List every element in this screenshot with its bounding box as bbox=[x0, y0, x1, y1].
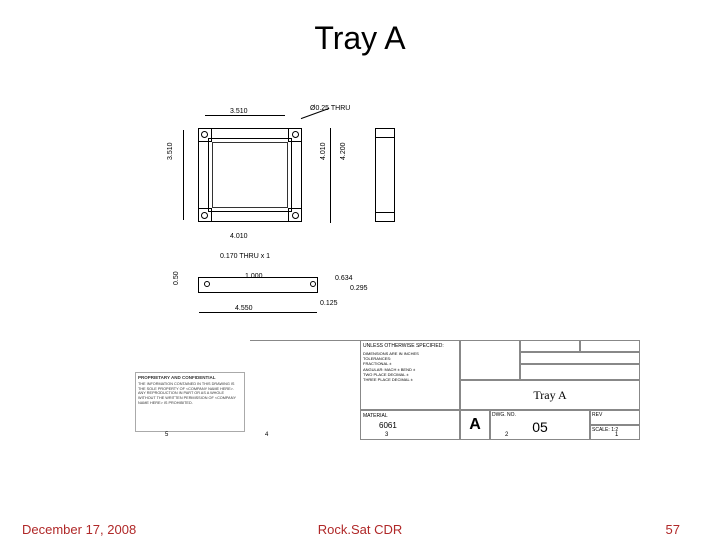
title-block: UNLESS OTHERWISE SPECIFIED: DIMENSIONS A… bbox=[360, 340, 640, 440]
engineering-drawing: 3.510 3.510 4.010 4.010 4.200 Ø0.25 THRU… bbox=[135, 105, 640, 440]
mounting-hole bbox=[292, 131, 299, 138]
rev-cell: REV bbox=[590, 410, 640, 425]
footer-title: Rock.Sat CDR bbox=[0, 522, 720, 537]
scale-marker: 1 bbox=[615, 432, 618, 438]
front-hole bbox=[310, 281, 316, 287]
material-value: 6061 bbox=[361, 421, 459, 430]
scale-marker: 2 bbox=[505, 432, 508, 438]
mounting-hole bbox=[292, 212, 299, 219]
size-letter: A bbox=[469, 416, 481, 434]
material-cell: MATERIAL 6061 bbox=[360, 410, 460, 440]
scale-marker: 5 bbox=[165, 432, 168, 438]
slide-title: Tray A bbox=[0, 20, 720, 57]
footer-page-number: 57 bbox=[666, 522, 680, 537]
checked-cell bbox=[520, 364, 640, 380]
dim-callout2: 1.000 bbox=[245, 273, 263, 280]
drawn-cell bbox=[520, 352, 640, 364]
dim-line bbox=[183, 130, 184, 220]
tolerances-text: DIMENSIONS ARE IN INCHES TOLERANCES: FRA… bbox=[363, 351, 457, 382]
dim-left: 0.50 bbox=[173, 271, 180, 285]
side-view bbox=[370, 120, 400, 230]
dim-inner-w: 4.010 bbox=[230, 233, 248, 240]
dim-callout1: 0.170 THRU x 1 bbox=[220, 253, 270, 260]
dim-length: 4.550 bbox=[235, 305, 253, 312]
proprietary-notes: PROPRIETARY AND CONFIDENTIAL THE INFORMA… bbox=[135, 372, 245, 432]
tray-pocket-outline bbox=[212, 142, 288, 208]
side-outline bbox=[375, 128, 395, 222]
tolerances-cell: UNLESS OTHERWISE SPECIFIED: DIMENSIONS A… bbox=[360, 340, 460, 410]
dim-r2: 0.295 bbox=[350, 285, 368, 292]
scale-marker: 4 bbox=[265, 432, 268, 438]
front-hole bbox=[204, 281, 210, 287]
dim-line bbox=[199, 312, 317, 313]
part-name: Tray A bbox=[533, 388, 566, 403]
mounting-hole bbox=[201, 131, 208, 138]
side-rail-bottom bbox=[375, 212, 395, 222]
dim-line bbox=[330, 128, 331, 223]
mounting-hole bbox=[201, 212, 208, 219]
front-view bbox=[190, 265, 330, 305]
dim-width: 3.510 bbox=[230, 108, 248, 115]
dim-overall: 4.200 bbox=[340, 142, 347, 160]
dim-line bbox=[205, 115, 285, 116]
top-view bbox=[190, 120, 310, 230]
notes-header: UNLESS OTHERWISE SPECIFIED: bbox=[363, 343, 457, 349]
scale-marker: 3 bbox=[385, 432, 388, 438]
dim-r1: 0.634 bbox=[335, 275, 353, 282]
drawing-border-line bbox=[250, 340, 640, 341]
date-cell bbox=[580, 340, 640, 352]
hole-callout: Ø0.25 THRU bbox=[310, 105, 350, 112]
side-rail-top bbox=[375, 128, 395, 138]
dim-inner-h: 4.010 bbox=[320, 142, 327, 160]
dim-r3: 0.125 bbox=[320, 300, 338, 307]
sig-cell bbox=[460, 340, 520, 380]
dim-height: 3.510 bbox=[167, 142, 174, 160]
name-cell bbox=[520, 340, 580, 352]
size-cell: A bbox=[460, 410, 490, 440]
part-name-cell: Tray A bbox=[460, 380, 640, 410]
